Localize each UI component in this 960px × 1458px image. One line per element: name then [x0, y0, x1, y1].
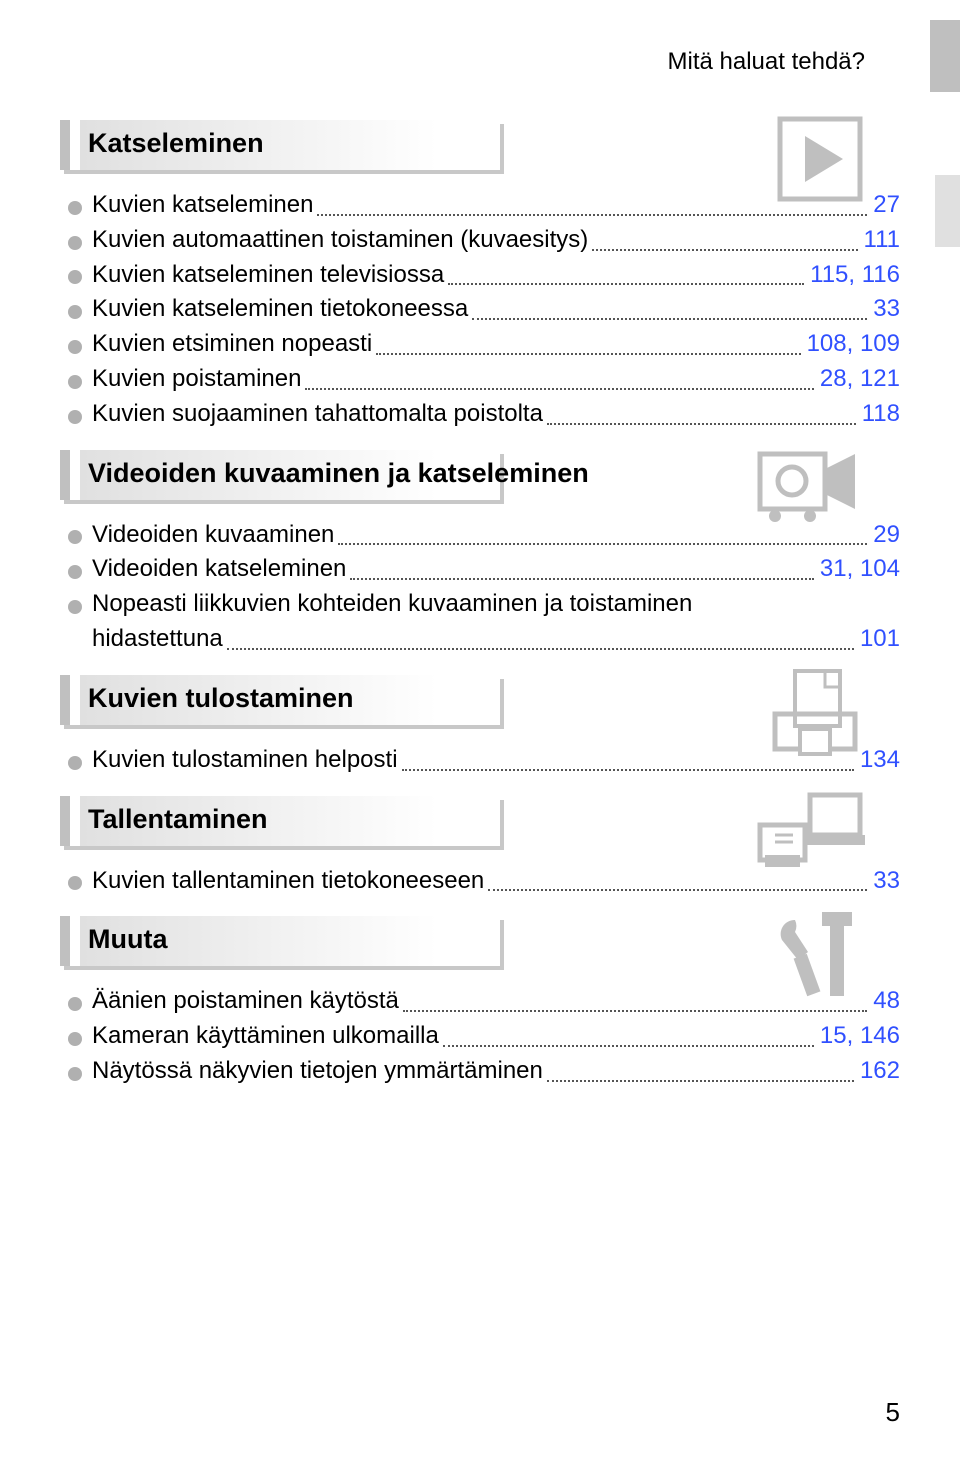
leader-dots [227, 648, 854, 650]
bullet-icon [68, 997, 82, 1011]
toc-label: Videoiden katseleminen [92, 552, 346, 587]
section-title: Katseleminen [88, 128, 264, 159]
section-title: Kuvien tulostaminen [88, 683, 354, 714]
toc-content: Katseleminen Kuvien katseleminen 27 Kuvi… [60, 120, 900, 1107]
toc-label: Kuvien poistaminen [92, 362, 301, 397]
toc-label: Äänien poistaminen käytöstä [92, 984, 399, 1019]
toc-label: Kuvien suojaaminen tahattomalta poistolt… [92, 397, 543, 432]
section-title: Tallentaminen [88, 804, 268, 835]
section-title: Videoiden kuvaaminen ja katseleminen [88, 458, 589, 489]
bullet-icon [68, 236, 82, 250]
page-title: Mitä haluat tehdä? [668, 48, 865, 76]
bullet-icon [68, 410, 82, 424]
toc-section: Kuvien tulostaminen Kuvien tulostaminen … [60, 675, 900, 778]
toc-page: 111 [864, 223, 900, 258]
leader-dots [592, 249, 857, 251]
page-number: 5 [886, 1397, 900, 1428]
toc-label: Videoiden kuvaaminen [92, 518, 334, 553]
section-items: Videoiden kuvaaminen 29 Videoiden katsel… [60, 518, 900, 657]
toc-page: 33 [873, 864, 900, 899]
toc-entry[interactable]: Kameran käyttäminen ulkomailla 15, 146 [68, 1019, 900, 1054]
bullet-icon [68, 340, 82, 354]
toc-label: Kuvien tallentaminen tietokoneeseen [92, 864, 484, 899]
toc-section: Tallentaminen Kuvien tallentaminen tieto… [60, 796, 900, 899]
toc-entry[interactable]: Videoiden katseleminen 31, 104 [68, 552, 900, 587]
toc-label: hidastettuna [92, 622, 223, 657]
toc-page: 27 [873, 188, 900, 223]
toc-entry[interactable]: Näytössä näkyvien tietojen ymmärtäminen … [68, 1054, 900, 1089]
leader-dots [448, 283, 804, 285]
toc-page: 162 [860, 1054, 900, 1089]
toc-label: Kuvien tulostaminen helposti [92, 743, 398, 778]
toc-label: Kuvien automaattinen toistaminen (kuvaes… [92, 223, 588, 258]
toc-page: 101 [860, 622, 900, 657]
toc-label: Nopeasti liikkuvien kohteiden kuvaaminen… [92, 587, 692, 622]
leader-dots [402, 769, 854, 771]
leader-dots [488, 889, 867, 891]
toc-page: 118 [862, 397, 900, 432]
bullet-icon [68, 1032, 82, 1046]
side-tab [930, 20, 960, 92]
toc-label: Kameran käyttäminen ulkomailla [92, 1019, 439, 1054]
toc-entry[interactable]: Kuvien katseleminen tietokoneessa 33 [68, 292, 900, 327]
toc-page: 15, 146 [820, 1019, 900, 1054]
print-icon [765, 669, 865, 759]
bullet-icon [68, 201, 82, 215]
toc-page: 28, 121 [820, 362, 900, 397]
bullet-icon [68, 270, 82, 284]
bullet-icon [68, 600, 82, 614]
toc-section: Katseleminen Kuvien katseleminen 27 Kuvi… [60, 120, 900, 432]
bullet-icon [68, 530, 82, 544]
leader-dots [547, 1080, 854, 1082]
leader-dots [403, 1010, 867, 1012]
bullet-icon [68, 876, 82, 890]
toc-page: 48 [873, 984, 900, 1019]
leader-dots [338, 543, 867, 545]
toc-section: Muuta Äänien poistaminen käytöstä 48 Kam… [60, 916, 900, 1088]
bullet-icon [68, 565, 82, 579]
leader-dots [547, 423, 856, 425]
toc-label: Näytössä näkyvien tietojen ymmärtäminen [92, 1054, 543, 1089]
bullet-icon [68, 1067, 82, 1081]
toc-label: Kuvien katseleminen tietokoneessa [92, 292, 468, 327]
side-tab-light [935, 175, 960, 247]
toc-page: 33 [873, 292, 900, 327]
leader-dots [305, 388, 813, 390]
leader-dots [376, 353, 800, 355]
toc-entry[interactable]: Kuvien suojaaminen tahattomalta poistolt… [68, 397, 900, 432]
toc-page: 29 [873, 518, 900, 553]
toc-section: Videoiden kuvaaminen ja katseleminen Vid… [60, 450, 900, 657]
section-heading: Katseleminen [60, 120, 900, 174]
toc-page: 108, 109 [807, 327, 900, 362]
save-icon [755, 790, 865, 875]
toc-label: Kuvien katseleminen [92, 188, 313, 223]
toc-label: Kuvien katseleminen televisiossa [92, 258, 444, 293]
video-icon [755, 444, 865, 524]
toc-label: Kuvien etsiminen nopeasti [92, 327, 372, 362]
leader-dots [350, 578, 814, 580]
section-items: Kuvien katseleminen 27 Kuvien automaatti… [60, 188, 900, 432]
toc-entry[interactable]: Kuvien etsiminen nopeasti 108, 109 [68, 327, 900, 362]
toc-entry[interactable]: Kuvien automaattinen toistaminen (kuvaes… [68, 223, 900, 258]
toc-entry[interactable]: Nopeasti liikkuvien kohteiden kuvaaminen… [68, 587, 900, 657]
bullet-icon [68, 756, 82, 770]
toc-page: 115, 116 [810, 258, 900, 293]
leader-dots [472, 318, 867, 320]
toc-entry[interactable]: Kuvien poistaminen 28, 121 [68, 362, 900, 397]
bullet-icon [68, 305, 82, 319]
leader-dots [443, 1045, 814, 1047]
toc-page: 31, 104 [820, 552, 900, 587]
tools-icon [770, 910, 865, 1005]
toc-page: 134 [860, 743, 900, 778]
section-title: Muuta [88, 924, 167, 955]
leader-dots [317, 214, 867, 216]
bullet-icon [68, 375, 82, 389]
play-icon [775, 114, 865, 204]
toc-entry[interactable]: Kuvien katseleminen televisiossa 115, 11… [68, 258, 900, 293]
